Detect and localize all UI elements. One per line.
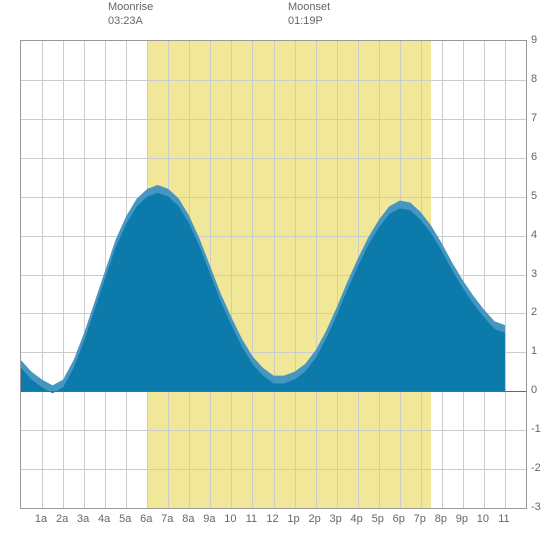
x-tick-label: 4p [351, 513, 363, 525]
y-tick-label: -3 [531, 501, 541, 513]
y-tick-label: 9 [531, 34, 537, 46]
y-tick-label: 5 [531, 190, 537, 202]
y-tick-label: -2 [531, 462, 541, 474]
x-tick-label: 7p [414, 513, 426, 525]
x-tick-label: 6p [393, 513, 405, 525]
y-tick-label: 6 [531, 151, 537, 163]
tide-chart-container: Moonrise 03:23A Moonset 01:19P -3-2-1012… [0, 0, 550, 550]
tide-waves [21, 41, 526, 508]
x-tick-label: 10 [477, 513, 489, 525]
x-tick-label: 4a [98, 513, 110, 525]
x-tick-label: 11 [498, 513, 509, 525]
y-tick-label: 3 [531, 268, 537, 280]
x-tick-label: 9p [456, 513, 468, 525]
y-tick-label: 4 [531, 229, 537, 241]
x-tick-label: 9a [203, 513, 215, 525]
header-labels: Moonrise 03:23A Moonset 01:19P [0, 0, 550, 40]
x-tick-label: 8p [435, 513, 447, 525]
tide-series-tide_front [21, 193, 505, 393]
x-tick-label: 1p [287, 513, 299, 525]
x-tick-label: 11 [246, 513, 257, 525]
x-tick-label: 5a [119, 513, 131, 525]
x-tick-label: 2a [56, 513, 68, 525]
moonrise-block: Moonrise 03:23A [108, 0, 153, 29]
moonset-time: 01:19P [288, 14, 330, 28]
y-tick-label: 8 [531, 73, 537, 85]
x-tick-label: 6a [140, 513, 152, 525]
x-tick-label: 5p [372, 513, 384, 525]
x-tick-label: 3p [330, 513, 342, 525]
moonrise-label: Moonrise [108, 0, 153, 14]
x-tick-label: 1a [35, 513, 47, 525]
y-tick-label: 2 [531, 306, 537, 318]
x-tick-label: 7a [161, 513, 173, 525]
x-tick-label: 8a [182, 513, 194, 525]
moonset-label: Moonset [288, 0, 330, 14]
y-tick-label: 1 [531, 345, 537, 357]
moonrise-time: 03:23A [108, 14, 153, 28]
y-tick-label: -1 [531, 423, 541, 435]
x-tick-label: 10 [224, 513, 236, 525]
x-tick-label: 2p [308, 513, 320, 525]
x-tick-label: 3a [77, 513, 89, 525]
zero-line [21, 391, 526, 392]
y-tick-label: 0 [531, 384, 537, 396]
chart-plot-area [20, 40, 527, 509]
y-tick-label: 7 [531, 112, 537, 124]
moonset-block: Moonset 01:19P [288, 0, 330, 29]
x-tick-label: 12 [266, 513, 278, 525]
